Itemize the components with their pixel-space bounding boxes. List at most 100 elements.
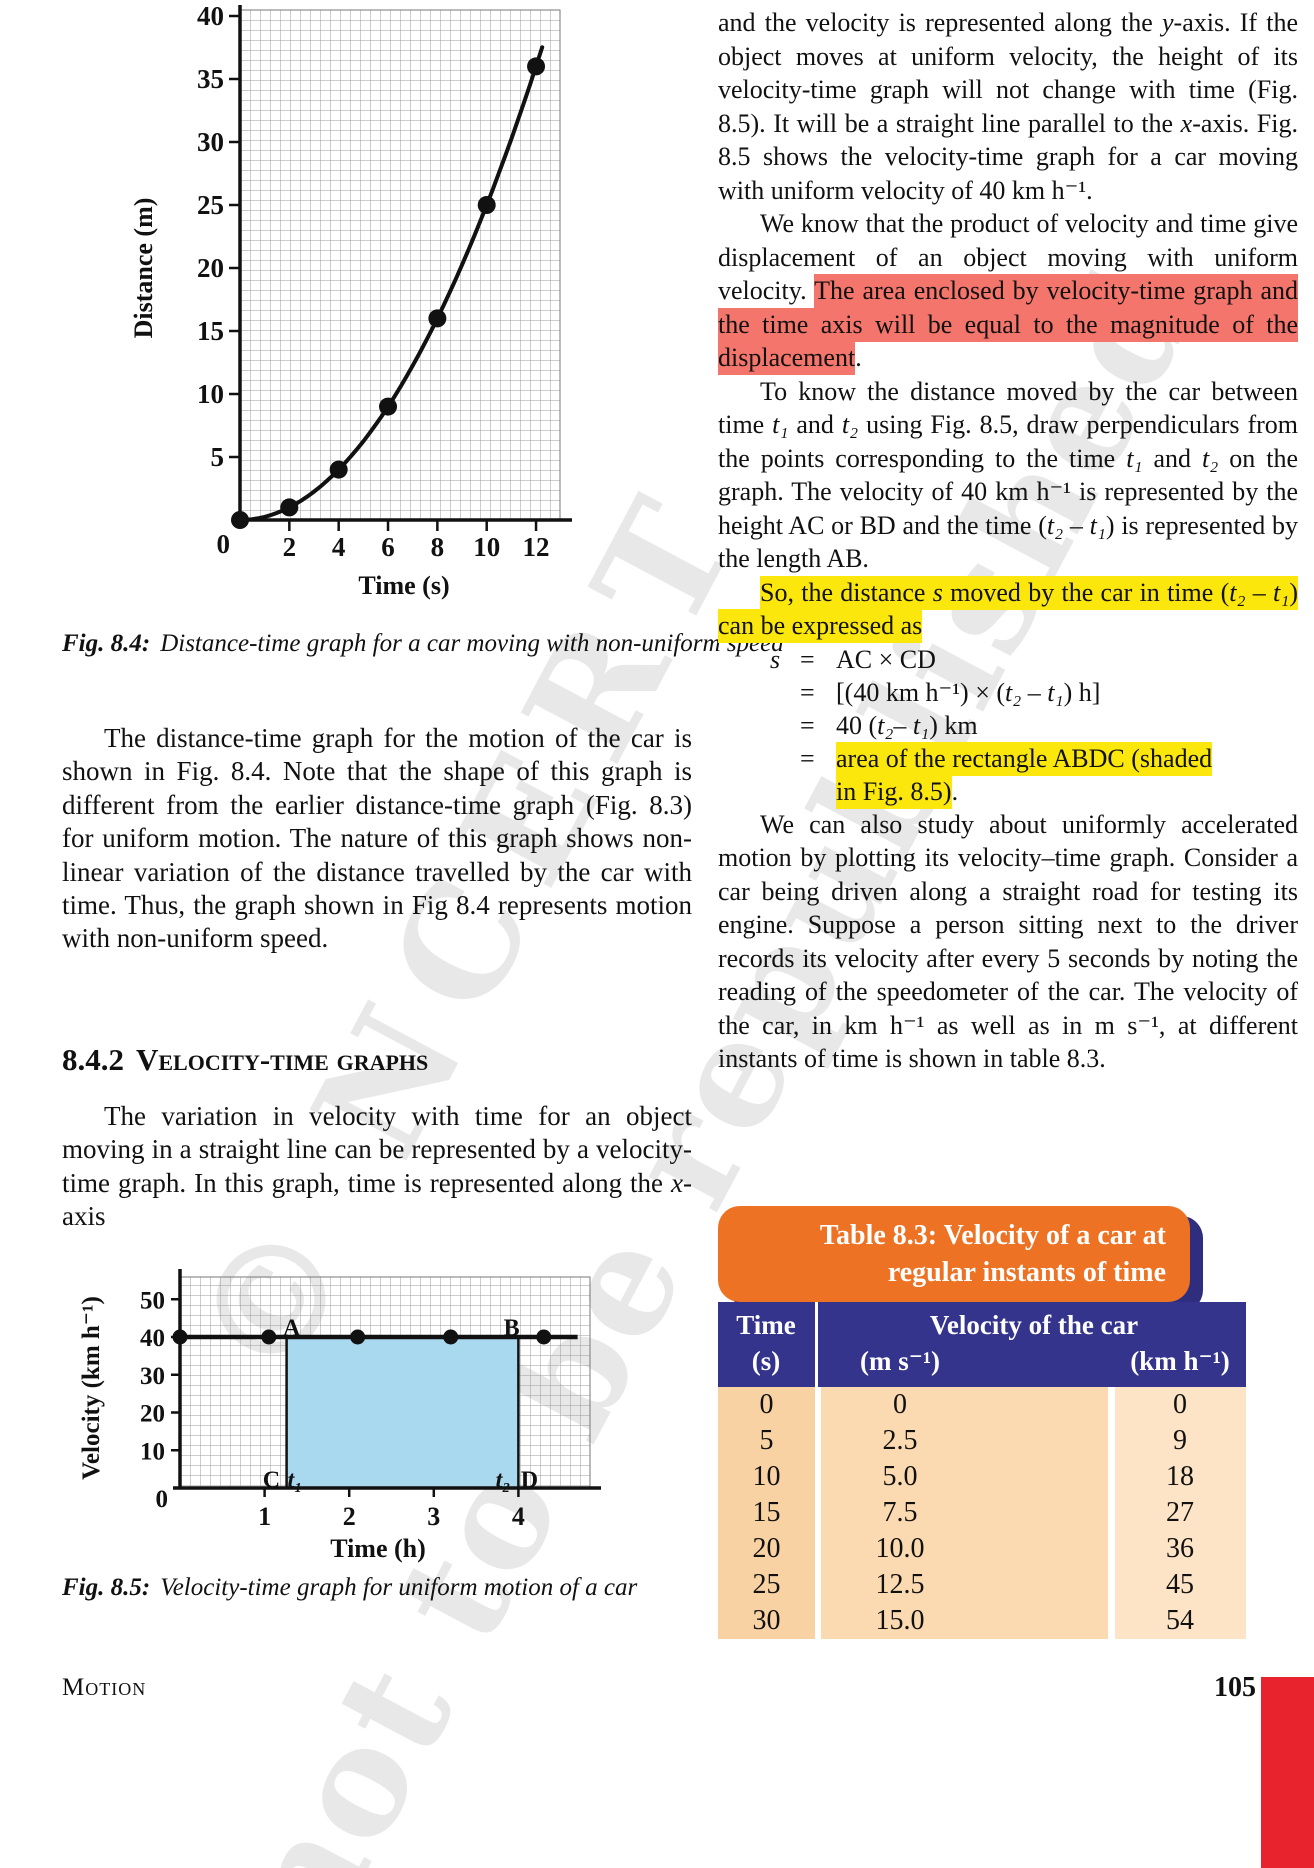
header-divider (815, 1302, 818, 1387)
table-row: 10 5.0 18 (718, 1459, 1246, 1495)
table-cell: 0 (1173, 1389, 1187, 1420)
table-cell: 18 (1166, 1461, 1194, 1492)
y-tick-label: 20 (197, 253, 224, 283)
table-cell: 2.5 (882, 1425, 918, 1456)
table-cell: 15 (752, 1497, 781, 1528)
right-paragraph-1: and the velocity is represented along th… (718, 6, 1298, 207)
data-point (428, 309, 447, 328)
fig-8-4-caption: Fig. 8.4: Distance-time graph for a car m… (62, 628, 807, 659)
y-tick-label: 5 (211, 442, 225, 472)
text-segment: The variation in velocity with time for … (62, 1101, 692, 1198)
table-cell: 30 (752, 1605, 781, 1636)
text-segment: AC × CD (836, 644, 936, 674)
y-tick-label: 35 (197, 64, 224, 94)
right-column: and the velocity is represented along th… (718, 6, 1298, 1076)
y-axis-title: Distance (m) (129, 198, 158, 339)
fig-8-5-caption-text: Velocity-time graph for uniform motion o… (160, 1574, 638, 1601)
highlighted-text: t₂ – t₁ (1229, 575, 1290, 610)
table-cell: 25 (752, 1569, 781, 1600)
table-cell: 5 (759, 1425, 774, 1456)
y-tick-label: 20 (140, 1401, 165, 1428)
right-paragraph-3: To know the distance moved by the car be… (718, 375, 1298, 576)
displacement-equations: s = AC × CD = [(40 km h⁻¹) × (t₂ – t₁) h] = 40… (770, 643, 1298, 809)
x-tick-label: 1 (258, 1502, 271, 1531)
y-axis-title: Velocity (km h⁻¹) (78, 1296, 105, 1480)
y-tick-label: 40 (140, 1325, 165, 1352)
equation-line: = area of the rectangle ABDC (shaded (770, 741, 1298, 776)
text-segment: -axis (62, 1167, 692, 1232)
x-tick-label: 6 (381, 532, 395, 562)
fig-8-5-caption-label: Fig. 8.5: (62, 1574, 151, 1601)
fig-8-4-caption-text: Distance-time graph for a car moving wit… (160, 630, 784, 657)
text-segment: -axis. If the object moves at uniform ve… (718, 8, 1299, 138)
x-axis-title: Time (s) (358, 571, 449, 600)
data-point (350, 1329, 366, 1345)
table-cell: 10 (752, 1461, 781, 1492)
table-row: 0 0 0 (718, 1387, 1246, 1423)
table-row: 30 15.0 54 (718, 1603, 1246, 1639)
column-header-velocity: Velocity of the car (929, 1310, 1139, 1340)
y-tick-label: 15 (197, 316, 224, 346)
fig-8-4-caption-label: Fig. 8.4: (62, 630, 151, 657)
x-tick-label: 2 (283, 532, 297, 562)
table-column-band-ms (821, 1387, 1108, 1639)
table-row: 20 10.0 36 (718, 1531, 1246, 1567)
text-segment: To know the distance moved by the car be… (718, 376, 1298, 440)
x-axis-title: Time (h) (330, 1534, 426, 1563)
text-segment: x (1180, 108, 1193, 138)
text-segment: and the velocity is represented along th… (718, 8, 1162, 37)
text-segment: ) is represented by the length AB. (718, 510, 1298, 574)
data-point (261, 1329, 277, 1345)
data-point (379, 397, 398, 416)
table-cell: 0 (893, 1389, 907, 1420)
equation-line: in Fig. 8.5). (770, 774, 1298, 809)
table-cell: 5.0 (882, 1461, 918, 1492)
x-tick-label: 10 (473, 532, 500, 562)
fig-8-5-velocity-time-graph: 10 20 30 40 50 0 1 2 3 4 A B C t₁ t₂ D Velocity (km h⁻¹)… (78, 1269, 601, 1563)
text-segment: using Fig. 8.5, draw perpendiculars from… (718, 410, 1298, 473)
highlighted-text: s (932, 575, 943, 610)
y-tick-label: 40 (197, 1, 224, 31)
data-point (329, 460, 348, 479)
table-cell: 10.0 (875, 1533, 925, 1564)
right-paragraph-2: We know that the product of velocity and… (718, 207, 1298, 375)
x-tick-label: 3 (427, 1502, 440, 1531)
table-row: 15 7.5 27 (718, 1495, 1246, 1531)
table-cell: 12.5 (875, 1569, 925, 1600)
point-label-A: A (283, 1316, 301, 1342)
x-tick-label: 2 (343, 1502, 356, 1531)
origin-label: 0 (217, 529, 231, 559)
text-segment: t₂ – t₁ (1005, 677, 1064, 707)
right-paragraph-4: So, the distance s moved by the car in t… (718, 575, 1298, 643)
text-segment: y (1161, 8, 1174, 37)
right-paragraph-5: We can also study about uniformly accele… (718, 809, 1298, 1074)
highlighted-text: in Fig. 8.5) (836, 774, 952, 809)
data-point (477, 196, 496, 214)
text-segment: t₁ (1126, 443, 1143, 473)
table-cell: 20 (752, 1533, 781, 1564)
text-segment: t₂– t₁ (877, 710, 930, 740)
y-tick-label: 30 (140, 1363, 165, 1390)
equation-line: s = AC × CD (770, 644, 936, 674)
point-label-C: C (263, 1468, 280, 1494)
table-cell: 27 (1166, 1497, 1194, 1528)
data-point (280, 498, 299, 517)
data-point (536, 1329, 552, 1345)
table-cell: 15.0 (875, 1605, 925, 1636)
highlighted-text: So, the distance (760, 575, 933, 610)
shaded-region-abdc (285, 1335, 520, 1490)
text-segment: t₁ (772, 410, 789, 439)
table-title-line-1: Table 8.3: Velocity of a car at (819, 1220, 1166, 1251)
point-label-D: D (521, 1468, 538, 1494)
table-cell: 9 (1173, 1425, 1187, 1456)
table-cell: 54 (1166, 1605, 1194, 1636)
text-segment: . (951, 776, 959, 806)
x-tick-label: 12 (523, 532, 550, 562)
equation-line: = [(40 km h⁻¹) × (t₂ – t₁) h] (800, 677, 1101, 707)
x-tick-label: 4 (512, 1502, 525, 1531)
y-tick-label: 10 (140, 1438, 165, 1465)
text-segment: -axis. Fig. 8.5 shows the velocity-time … (718, 108, 1298, 205)
point-label-t2: t₂ (496, 1468, 511, 1494)
table-title-line-2: regular instants of time (887, 1257, 1166, 1288)
